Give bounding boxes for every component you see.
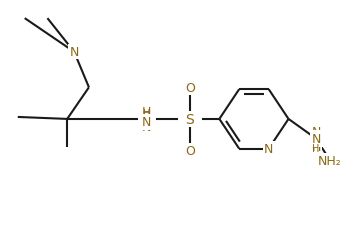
Text: N: N [142, 116, 151, 129]
Text: H: H [312, 143, 320, 153]
Text: O: O [185, 81, 194, 94]
Text: O: O [185, 144, 194, 157]
Text: N: N [311, 133, 321, 146]
Text: NH₂: NH₂ [318, 154, 342, 167]
Text: N: N [69, 46, 79, 59]
Text: N
H: N H [311, 125, 321, 153]
Text: N: N [264, 142, 273, 155]
Text: H: H [143, 108, 150, 118]
Text: H
N: H N [142, 106, 151, 133]
Text: S: S [185, 112, 194, 126]
